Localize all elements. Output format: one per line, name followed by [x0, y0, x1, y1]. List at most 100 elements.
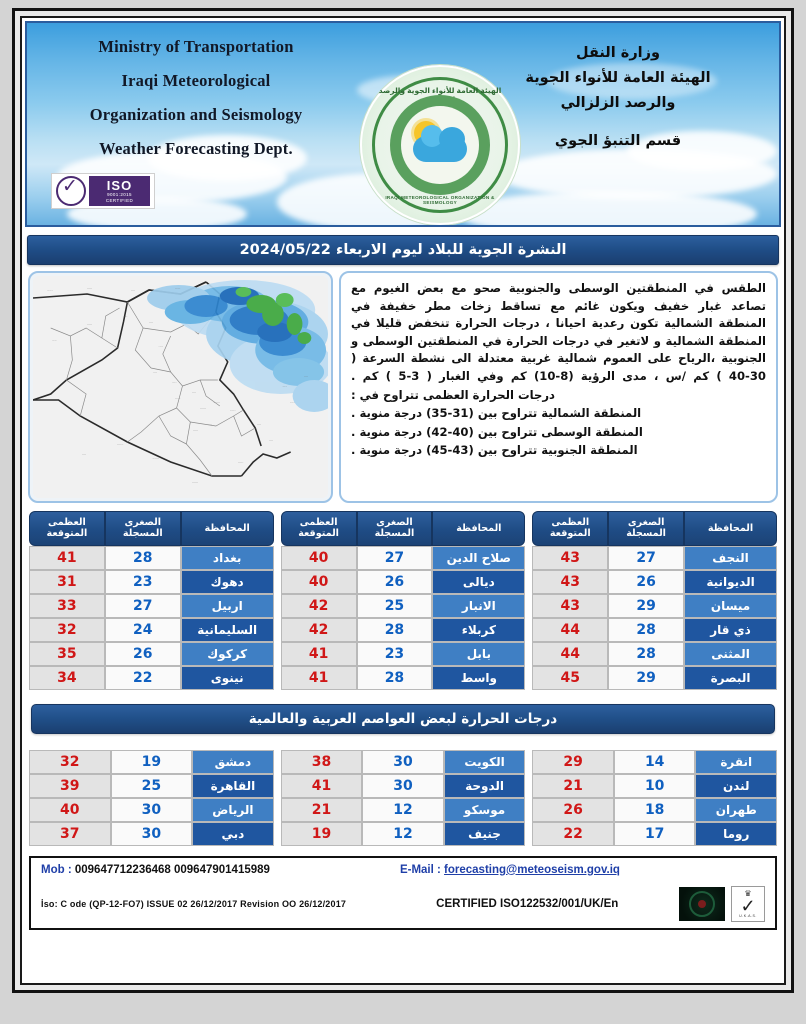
- svg-text:····: ····: [304, 375, 308, 379]
- table-row: روما 17 22: [532, 821, 777, 846]
- svg-text:·····: ·····: [87, 323, 92, 327]
- email-link[interactable]: forecasting@meteoseism.gov.iq: [444, 863, 620, 876]
- crown-icon: ♛: [744, 888, 752, 898]
- iso-check-icon: [56, 175, 86, 206]
- capitals-title-text: درجات الحرارة لبعض العواصم العربية والعا…: [248, 710, 558, 727]
- cloud-decoration: [147, 135, 307, 181]
- table-row: البصرة 29 45: [532, 665, 777, 690]
- header-row: المحافظة الصغرى المسجلة العظمى المتوقعة: [532, 511, 777, 546]
- cell-location-name: القاهرة: [192, 773, 274, 798]
- svg-text:····: ····: [290, 401, 294, 405]
- governorate-tables-row: المحافظة الصغرى المسجلة العظمى المتوقعة …: [28, 511, 777, 690]
- table-head: المحافظة الصغرى المسجلة العظمى المتوقعة: [532, 511, 777, 546]
- cell-min-temperature: 28: [608, 641, 685, 666]
- iso-badge-sub: CERTIFIED: [105, 198, 134, 203]
- gov-middle-body: صلاح الدين 27 40 ديالى 26 40 الانبار 25 42 كربلاء…: [280, 545, 526, 690]
- cell-max-temperature: 40: [280, 545, 357, 570]
- svg-text:····: ····: [159, 345, 163, 349]
- cell-min-temperature: 27: [356, 545, 433, 570]
- header-min-recorded: الصغرى المسجلة: [104, 511, 181, 546]
- mobile-contact: Mob : 009647712236468 009647901415989: [41, 864, 270, 876]
- cell-location-name: المثنى: [684, 641, 777, 666]
- cell-location-name: الكويت: [443, 749, 526, 774]
- cell-min-temperature: 12: [362, 797, 444, 822]
- svg-text:·····: ·····: [175, 287, 180, 291]
- svg-text:····: ····: [131, 289, 135, 293]
- cell-location-name: بغداد: [180, 545, 274, 570]
- cell-location-name: دمشق: [192, 749, 274, 774]
- svg-text:······: ······: [200, 407, 206, 411]
- governorate-table-right: المحافظة الصغرى المسجلة العظمى المتوقعة …: [28, 511, 274, 690]
- table-row: ميسان 29 43: [532, 593, 777, 618]
- cell-max-temperature: 42: [280, 593, 357, 618]
- cell-location-name: ميسان: [684, 593, 777, 618]
- svg-text:····: ····: [172, 381, 176, 385]
- cell-location-name: صلاح الدين: [432, 545, 526, 570]
- cap-right-body: دمشق 19 32 القاهرة 25 39 الرياض 30 40 دبي 30 37: [28, 749, 274, 846]
- iso-document-code: İso: C ode (QP-12-FO7) ISSUE 02 26/12/20…: [41, 898, 347, 909]
- governorate-tables-section: المحافظة الصغرى المسجلة العظمى المتوقعة …: [25, 503, 781, 690]
- temperature-table: المحافظة الصغرى المسجلة العظمى المتوقعة …: [532, 511, 777, 690]
- table-row: ديالى 26 40: [280, 569, 526, 594]
- ukas-accreditation-logo: ♛ ✓ U.K.A.S.: [731, 885, 765, 922]
- cell-max-temperature: 34: [28, 665, 105, 690]
- cell-location-name: روما: [695, 821, 777, 846]
- svg-text:····: ····: [52, 339, 56, 343]
- mobile-label: Mob :: [41, 863, 72, 876]
- cell-min-temperature: 25: [110, 773, 193, 798]
- page-inner: Ministry of Transportation Iraqi Meteoro…: [20, 16, 786, 985]
- footer-top-row: Mob : 009647712236468 009647901415989 E-…: [41, 864, 765, 876]
- map-canvas: ····· ····· ···· ····· ···· ···· ····· ···· …: [33, 276, 328, 498]
- cell-location-name: واسط: [432, 665, 526, 690]
- certification-body-logo: [679, 886, 725, 921]
- cell-max-temperature: 31: [28, 569, 105, 594]
- svg-text:····: ····: [269, 439, 273, 443]
- cell-location-name: بابل: [432, 641, 526, 666]
- table-row: القاهرة 25 39: [28, 773, 274, 798]
- email-label: E-Mail :: [399, 863, 441, 876]
- cell-location-name: الرياض: [192, 797, 274, 822]
- cell-location-name: البصرة: [684, 665, 777, 690]
- footer-logos: ♛ ✓ U.K.A.S.: [679, 885, 765, 922]
- table-row: دبي 30 37: [28, 821, 274, 846]
- svg-text:····: ····: [153, 371, 157, 375]
- central-region-range: المنطقة الوسطى تتراوح بين (40-42) درجة م…: [351, 424, 643, 439]
- temperature-table: المحافظة الصغرى المسجلة العظمى المتوقعة …: [280, 511, 526, 690]
- cell-max-temperature: 37: [28, 821, 111, 846]
- cell-location-name: انقرة: [695, 749, 777, 774]
- header-governorate: المحافظة: [180, 511, 274, 546]
- header-row: المحافظة الصغرى المسجلة العظمى المتوقعة: [280, 511, 526, 546]
- cell-max-temperature: 40: [280, 569, 357, 594]
- north-region-range: المنطقة الشمالية تتراوح بين (31-35) درجة…: [351, 406, 642, 421]
- cell-max-temperature: 32: [28, 749, 111, 774]
- cell-min-temperature: 29: [608, 593, 685, 618]
- forecast-body-text: الطقس في المنطقتين الوسطى والجنوبية صحو …: [351, 281, 766, 384]
- iso-badge-standard: 9001:2015: [107, 192, 132, 197]
- cell-min-temperature: 28: [356, 617, 433, 642]
- max-temp-intro: درجات الحرارة العظمى تتراوح في :: [351, 387, 556, 402]
- cell-location-name: لندن: [695, 773, 777, 798]
- cell-max-temperature: 33: [28, 593, 105, 618]
- svg-text:····: ····: [192, 391, 196, 395]
- org-ar-line-2: الهيئة العامة للأنواء الجوية: [525, 70, 711, 86]
- svg-text:·····: ·····: [87, 287, 92, 291]
- capitals-section-title-bar: درجات الحرارة لبعض العواصم العربية والعا…: [31, 703, 775, 734]
- cell-min-temperature: 29: [608, 665, 685, 690]
- iso-certified-text: CERTIFIED ISO122532/001/UK/En: [436, 897, 619, 910]
- cell-location-name: جنيف: [443, 821, 526, 846]
- cell-min-temperature: 19: [110, 749, 193, 774]
- gov-right-body: بغداد 28 41 دهوك 23 31 اربيل 27 33 السليمانية 24 32…: [28, 545, 274, 690]
- cell-max-temperature: 38: [280, 749, 363, 774]
- cell-max-temperature: 35: [28, 641, 105, 666]
- governorate-table-middle: المحافظة الصغرى المسجلة العظمى المتوقعة …: [280, 511, 526, 690]
- header-max-expected: العظمى المتوقعة: [532, 511, 609, 546]
- certification-seal-icon: [689, 890, 715, 917]
- svg-text:····: ····: [282, 385, 286, 389]
- svg-text:·····: ·····: [193, 429, 198, 433]
- mobile-numbers: 009647712236468 009647901415989: [74, 863, 270, 876]
- iraq-radar-map: ····· ····· ···· ····· ···· ···· ····· ···· …: [28, 271, 333, 503]
- cell-location-name: دهوك: [180, 569, 274, 594]
- table-row: انقرة 14 29: [532, 749, 777, 774]
- table-row: صلاح الدين 27 40: [280, 545, 526, 570]
- table-row: كربلاء 28 42: [280, 617, 526, 642]
